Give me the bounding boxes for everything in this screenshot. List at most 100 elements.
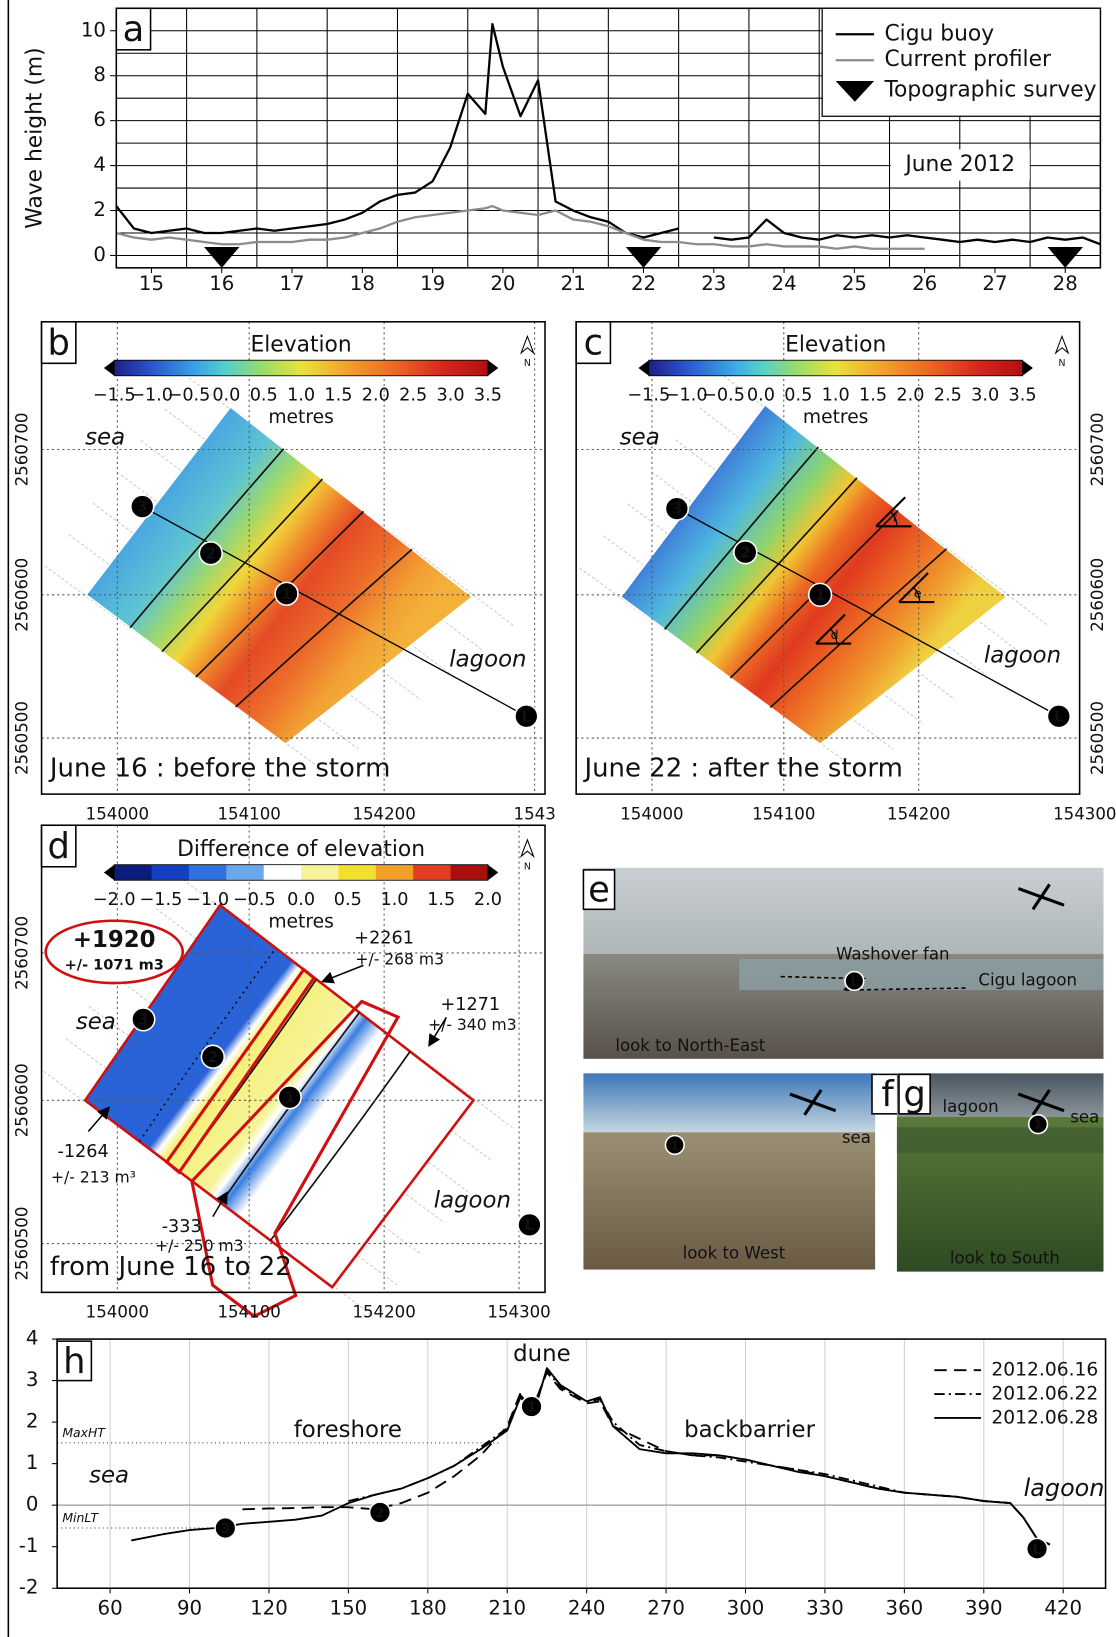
x-tick-label: 300 — [727, 1596, 765, 1619]
colorbar-title: Difference of elevation — [177, 837, 425, 862]
annotation: dune — [513, 1341, 570, 1367]
colorbar-label: 1.0 — [287, 385, 315, 405]
annotation: lagoon — [1024, 1474, 1105, 1502]
y-tick-label: 2 — [93, 198, 106, 221]
profile-point-label: 1 — [527, 1400, 536, 1416]
x-tick-label: 390 — [965, 1596, 1003, 1619]
y-tick-label: 3 — [26, 1368, 39, 1391]
easting-label: 154000 — [620, 804, 683, 823]
profile-point-label: L — [850, 974, 858, 988]
colorbar-label: 3.5 — [1009, 385, 1037, 405]
x-tick-label: 90 — [177, 1596, 202, 1619]
volume-error: +/- 213 m³ — [51, 1169, 136, 1187]
volume-value: -333 — [162, 1217, 202, 1237]
profile-point-label: 3 — [138, 1011, 148, 1028]
panel-label: g — [903, 1074, 925, 1115]
y-tick-label: 8 — [93, 63, 106, 86]
colorbar-label: 3.5 — [474, 385, 502, 405]
colorbar-label: −0.5 — [702, 385, 745, 405]
easting-label: 154300 — [1053, 804, 1116, 823]
photo-text: look to West — [683, 1243, 786, 1262]
sea-label: sea — [620, 425, 660, 451]
photo-text: lagoon — [943, 1097, 999, 1116]
x-tick-label: 16 — [209, 272, 234, 295]
x-tick-label: 420 — [1044, 1596, 1082, 1619]
volume-error: +/- 1071 m3 — [65, 957, 164, 973]
x-tick-label: 60 — [98, 1596, 123, 1619]
easting-label: 154100 — [218, 1303, 281, 1322]
colorbar-label: 2.0 — [362, 385, 390, 405]
y-tick-label: 10 — [81, 18, 106, 41]
annotation: sea — [89, 1463, 129, 1489]
volume-value: +1271 — [440, 995, 500, 1015]
colorbar-label: 0.5 — [784, 385, 812, 405]
view-mark-label: e — [914, 585, 922, 600]
page: {"chart_data": [ {"type": "line", "panel… — [0, 0, 1116, 1637]
y-tick-label: 4 — [93, 153, 106, 176]
profile-point-label: 2 — [208, 1049, 218, 1066]
map-caption: June 16 : before the storm — [48, 754, 391, 784]
annotation: June 2012 — [903, 152, 1015, 177]
profile-point-label: 3 — [672, 501, 682, 518]
colorbar-block — [413, 865, 451, 881]
colorbar-block — [338, 865, 376, 881]
y-tick-label: 1 — [26, 1451, 39, 1474]
x-tick-label: 24 — [772, 272, 797, 295]
colorbar-label: 1.0 — [822, 385, 850, 405]
legend-label: Topographic survey — [883, 77, 1096, 102]
x-tick-label: 240 — [568, 1596, 606, 1619]
photo-text: sea — [842, 1128, 871, 1147]
easting-label: 154000 — [86, 804, 149, 823]
panel-label: c — [584, 323, 603, 364]
colorbar-label: 1.5 — [859, 385, 887, 405]
colorbar-label: 1.5 — [427, 890, 455, 910]
colorbar-label: 2.5 — [399, 385, 427, 405]
photo-sky — [583, 1073, 875, 1132]
colorbar-label: −2.0 — [93, 890, 136, 910]
north-label: N — [524, 861, 531, 872]
sea-label: sea — [85, 425, 125, 451]
colorbar-label: 1.5 — [324, 385, 352, 405]
x-tick-label: 180 — [409, 1596, 447, 1619]
profile-point-label: L — [525, 1217, 535, 1234]
volume-error: +/- 268 m3 — [355, 951, 444, 969]
colorbar-block — [152, 865, 190, 881]
legend-label: Cigu buoy — [884, 21, 994, 46]
volume-error: +/- 250 m3 — [155, 1237, 244, 1255]
profile-point-label: 1 — [671, 1139, 679, 1153]
northing-label: 2560500 — [12, 1207, 31, 1281]
x-tick-label: 360 — [886, 1596, 924, 1619]
y-tick-label: 4 — [26, 1327, 39, 1350]
legend-label: 2012.06.22 — [991, 1384, 1098, 1405]
easting-label: 154100 — [752, 804, 815, 823]
colorbar-label: 3.0 — [971, 385, 999, 405]
colorbar-label: 0.5 — [334, 890, 362, 910]
annotation: foreshore — [294, 1417, 402, 1443]
legend-label: 2012.06.28 — [991, 1407, 1098, 1428]
photo-dune — [897, 1127, 1104, 1153]
north-label: N — [1058, 358, 1065, 369]
colorbar-label: 2.0 — [896, 385, 924, 405]
northing-label: 2560700 — [1088, 413, 1107, 487]
photo-sky — [583, 868, 1103, 954]
x-tick-label: 330 — [806, 1596, 844, 1619]
northing-label: 2560700 — [12, 413, 31, 487]
x-tick-label: 17 — [279, 272, 304, 295]
colorbar-label: 3.0 — [437, 385, 465, 405]
x-tick-label: 25 — [842, 272, 867, 295]
northing-label: 2560500 — [1088, 701, 1107, 775]
x-tick-label: 210 — [488, 1596, 526, 1619]
volume-value: +2261 — [354, 928, 414, 948]
volume-value: -1264 — [57, 1142, 108, 1162]
northing-label: 2560700 — [12, 916, 31, 990]
annotation: backbarrier — [684, 1417, 815, 1443]
easting-label: 154100 — [218, 804, 281, 823]
profile-point-label: 3 — [221, 1521, 230, 1537]
easting-label: 1543 — [514, 804, 556, 823]
colorbar-block — [114, 865, 152, 881]
profile-point-label: 2 — [375, 1505, 384, 1521]
colorbar-block — [451, 865, 489, 881]
x-tick-label: 28 — [1053, 272, 1078, 295]
y-tick-label: -2 — [19, 1576, 39, 1599]
colorbar-label: 1.0 — [380, 890, 408, 910]
